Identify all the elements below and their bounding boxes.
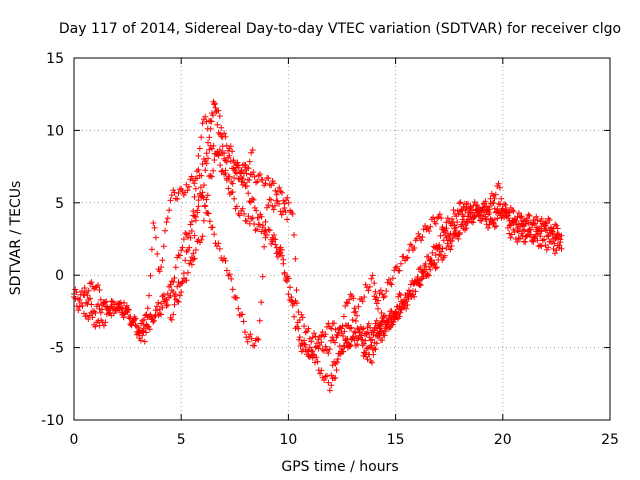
series-pass-I <box>371 203 565 307</box>
y-tick-label: -5 <box>50 341 64 357</box>
y-axis-ticks: -10 -5 0 5 10 15 <box>41 51 610 429</box>
y-tick-label: 10 <box>46 123 64 139</box>
plot-frame <box>73 57 611 421</box>
series-pass-D <box>167 146 404 394</box>
x-tick-label: 20 <box>494 432 512 448</box>
x-axis-ticks: 0 5 10 15 20 25 <box>70 58 619 448</box>
y-tick-label: 0 <box>55 268 64 284</box>
data-point-markers <box>81 166 291 349</box>
data-point-markers <box>167 146 404 394</box>
chart-title: Day 117 of 2014, Sidereal Day-to-day VTE… <box>59 21 621 37</box>
x-axis-label: GPS time / hours <box>281 459 398 475</box>
y-tick-label: 15 <box>46 51 64 67</box>
x-tick-label: 5 <box>177 432 186 448</box>
data-points <box>71 98 565 394</box>
x-tick-label: 0 <box>70 432 79 448</box>
series-pass-C <box>81 166 291 349</box>
y-tick-label: -10 <box>41 413 64 429</box>
x-tick-label: 10 <box>279 432 297 448</box>
x-tick-label: 25 <box>601 432 619 448</box>
y-tick-label: 5 <box>55 196 64 212</box>
data-point-markers <box>371 203 565 307</box>
y-axis-label: SDTVAR / TECUs <box>8 181 24 296</box>
x-tick-label: 15 <box>387 432 405 448</box>
